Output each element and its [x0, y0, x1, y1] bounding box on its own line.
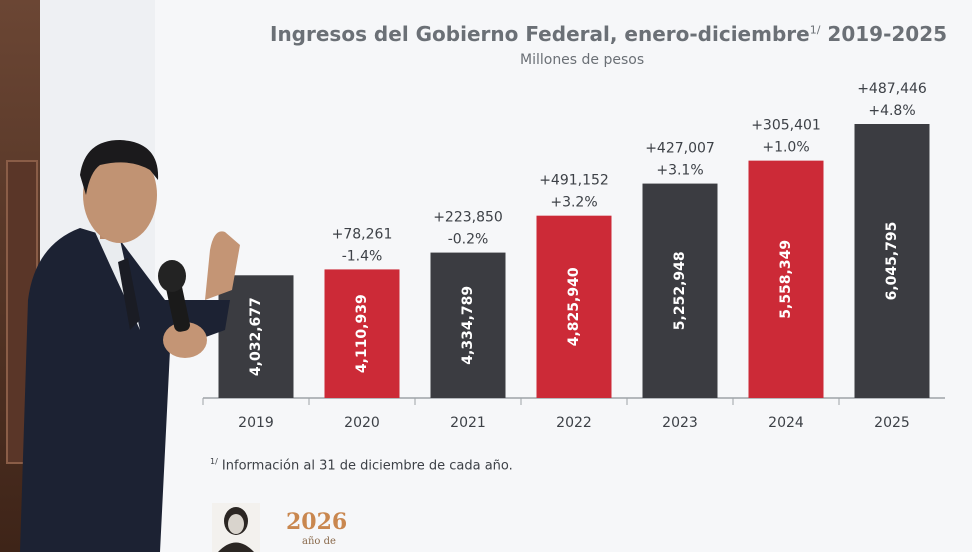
bar-2021	[430, 252, 506, 398]
change-pct-label: +3.2%	[550, 195, 597, 211]
change-abs-label: +305,401	[751, 118, 821, 134]
change-abs-label: +491,152	[539, 173, 609, 189]
change-pct-label: +1.0%	[762, 140, 809, 156]
bar-value-label: 6,045,795	[884, 222, 900, 301]
x-tick-label: 2024	[768, 415, 804, 431]
change-pct-label: -0.2%	[448, 232, 489, 248]
x-tick-label: 2019	[238, 415, 274, 431]
x-tick-label: 2023	[662, 415, 698, 431]
bar-value-label: 5,558,349	[778, 240, 794, 319]
change-pct-label: +4.8%	[868, 103, 915, 119]
chart-title-text: Ingresos del Gobierno Federal, enero-dic…	[270, 22, 810, 46]
bar-2023	[642, 183, 718, 398]
change-abs-label: +223,850	[433, 210, 503, 226]
bar-value-label: 4,032,677	[248, 297, 264, 376]
portrait-logo-icon	[212, 503, 260, 552]
chart-title-years: 2019-2025	[827, 22, 948, 46]
change-pct-label: -1.4%	[342, 248, 383, 264]
change-abs-label: +487,446	[857, 81, 927, 97]
bar-2019	[218, 275, 294, 398]
chart-title-footnote-marker: 1/	[809, 23, 821, 37]
footnote-text: Información al 31 de diciembre de cada a…	[217, 458, 513, 474]
bar-2022	[536, 215, 612, 398]
presenter-figure	[20, 140, 240, 552]
bar-value-label: 4,825,940	[566, 267, 582, 346]
change-abs-label: +78,261	[332, 226, 393, 242]
chart-subtitle: Millones de pesos	[520, 52, 645, 68]
logo-tagline: año de	[302, 536, 336, 547]
bar-2020	[324, 269, 400, 398]
chart-title: Ingresos del Gobierno Federal, enero-dic…	[270, 22, 947, 46]
x-tick-label: 2022	[556, 415, 592, 431]
footnote: 1/ Información al 31 de diciembre de cad…	[210, 457, 513, 473]
x-tick-label: 2021	[450, 415, 486, 431]
change-abs-label: +427,007	[645, 141, 715, 157]
change-pct-label: +3.1%	[656, 163, 703, 179]
footnote-marker: 1/	[210, 457, 218, 466]
bar-2025	[854, 124, 930, 398]
x-tick-label: 2020	[344, 415, 380, 431]
x-tick-label: 2025	[874, 415, 910, 431]
bar-value-label: 5,252,948	[672, 251, 688, 330]
bar-2024	[748, 160, 824, 398]
bar-value-label: 4,110,939	[354, 294, 370, 373]
bar-value-label: 4,334,789	[460, 286, 476, 365]
logo-year: 2026	[286, 509, 348, 535]
